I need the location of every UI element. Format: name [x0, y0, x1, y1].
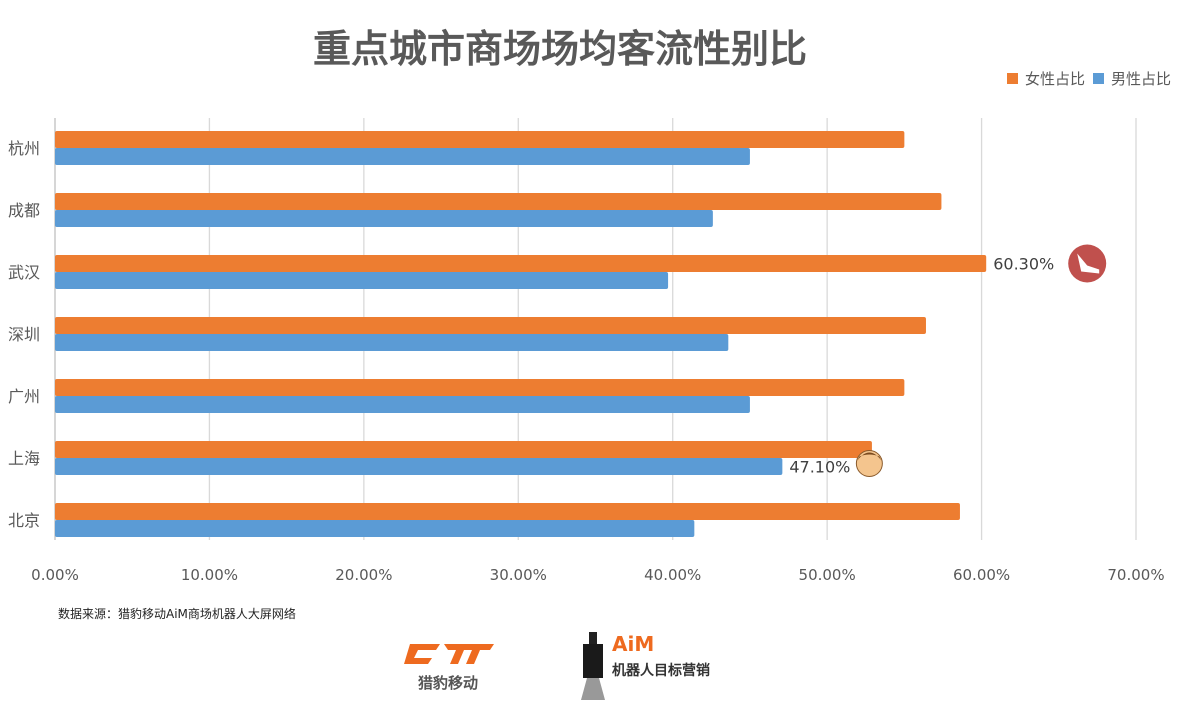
- x-tick-label: 60.00%: [953, 566, 1010, 584]
- aim-logo: AiM 机器人目标营销: [578, 630, 718, 705]
- bar-chart: 0.00% 10.00% 20.00% 30.00% 40.00% 50.00% 60.00…: [8, 118, 1165, 584]
- bar-female: [55, 503, 960, 520]
- x-tick-label: 50.00%: [799, 566, 856, 584]
- data-label: 47.10%: [789, 458, 850, 477]
- logo2-brand: AiM: [612, 632, 655, 656]
- x-tick-label: 0.00%: [31, 566, 79, 584]
- x-tick-label: 40.00%: [644, 566, 701, 584]
- bar-male: [55, 148, 750, 165]
- logo1-text: 猎豹移动: [417, 674, 478, 692]
- legend-swatch-female: [1006, 73, 1018, 84]
- data-source-note: 数据来源：猎豹移动AiM商场机器人大屏网络: [58, 607, 296, 621]
- bar-female: [55, 379, 905, 396]
- category-label: 杭州: [8, 139, 40, 158]
- high-heel-icon: [1068, 244, 1107, 283]
- bar-female: [55, 193, 942, 210]
- bar-female: [55, 317, 926, 334]
- cheetah-mobile-logo: 猎豹移动: [400, 640, 496, 693]
- bar-male: [55, 272, 669, 289]
- bar-male: [55, 210, 713, 227]
- x-tick-label: 10.00%: [181, 566, 238, 584]
- legend: 女性占比 男性占比: [1006, 68, 1171, 89]
- logo2-text: 机器人目标营销: [612, 663, 710, 679]
- category-label: 成都: [8, 201, 40, 220]
- data-label: 60.30%: [993, 255, 1054, 274]
- legend-label-female: 女性占比: [1024, 70, 1085, 88]
- man-hair-shape: [857, 452, 882, 461]
- category-label: 上海: [8, 449, 40, 468]
- robot-icon: [581, 632, 605, 700]
- bar-male: [55, 458, 783, 475]
- bar-female: [55, 131, 905, 148]
- bar-male: [55, 520, 695, 537]
- legend-label-male: 男性占比: [1110, 70, 1171, 88]
- category-label: 北京: [8, 511, 40, 530]
- high-heel-shape: [1077, 253, 1100, 274]
- cm-logo-icon: [404, 644, 494, 664]
- x-tick-label: 20.00%: [335, 566, 392, 584]
- x-tick-label: 30.00%: [490, 566, 547, 584]
- category-label: 广州: [8, 387, 40, 406]
- bar-male: [55, 334, 729, 351]
- chart-title: 重点城市商场场均客流性别比: [312, 27, 807, 71]
- x-tick-label: 70.00%: [1107, 566, 1164, 584]
- legend-swatch-male: [1092, 73, 1104, 84]
- bar-male: [55, 396, 750, 413]
- bar-female: [55, 441, 872, 458]
- man-face-icon: [855, 450, 883, 477]
- category-label: 深圳: [8, 325, 40, 344]
- bar-female: [55, 255, 987, 272]
- category-label: 武汉: [8, 263, 40, 282]
